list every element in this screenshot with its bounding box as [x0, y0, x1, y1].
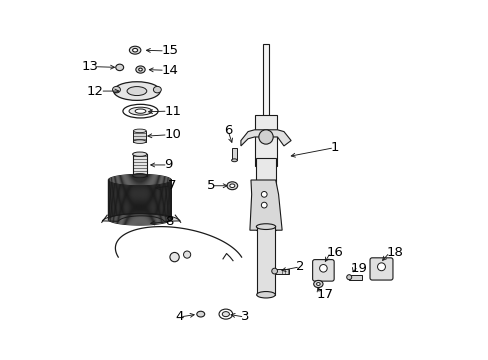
Polygon shape: [249, 180, 282, 230]
Ellipse shape: [132, 174, 147, 178]
Ellipse shape: [129, 46, 141, 54]
Bar: [274, 269, 288, 274]
Ellipse shape: [346, 275, 351, 280]
Bar: [263, 44, 268, 123]
Text: 8: 8: [164, 215, 173, 228]
Bar: [132, 154, 147, 176]
Ellipse shape: [136, 66, 145, 73]
Text: 11: 11: [164, 105, 181, 118]
Text: 16: 16: [326, 246, 343, 259]
Ellipse shape: [135, 109, 145, 113]
Bar: [348, 275, 362, 280]
Text: 17: 17: [316, 288, 332, 301]
Circle shape: [258, 130, 273, 144]
Polygon shape: [102, 213, 180, 221]
Circle shape: [261, 192, 266, 197]
Text: 14: 14: [161, 64, 178, 77]
Text: 12: 12: [87, 85, 104, 98]
Circle shape: [183, 251, 190, 258]
Polygon shape: [241, 130, 290, 146]
Ellipse shape: [116, 64, 123, 71]
Bar: [254, 116, 276, 166]
Polygon shape: [231, 148, 237, 160]
Ellipse shape: [113, 82, 160, 100]
Text: 10: 10: [164, 128, 181, 141]
Text: 2: 2: [296, 260, 305, 273]
Ellipse shape: [256, 292, 275, 298]
Text: 4: 4: [175, 310, 183, 324]
Ellipse shape: [133, 129, 146, 133]
Text: 9: 9: [164, 158, 172, 171]
Circle shape: [319, 265, 326, 272]
Ellipse shape: [226, 182, 237, 190]
Bar: [256, 158, 275, 230]
Ellipse shape: [196, 311, 204, 317]
Ellipse shape: [132, 152, 147, 156]
FancyBboxPatch shape: [312, 260, 333, 281]
Ellipse shape: [127, 87, 146, 95]
Ellipse shape: [129, 107, 152, 115]
Text: 18: 18: [386, 246, 402, 259]
Ellipse shape: [222, 312, 229, 317]
Text: 6: 6: [224, 124, 232, 137]
Ellipse shape: [139, 68, 142, 71]
Ellipse shape: [219, 309, 232, 319]
Text: 15: 15: [161, 44, 178, 57]
Ellipse shape: [256, 224, 275, 229]
Ellipse shape: [313, 280, 323, 288]
Text: 7: 7: [167, 179, 176, 192]
Ellipse shape: [229, 184, 234, 188]
Text: 3: 3: [241, 310, 249, 324]
Ellipse shape: [316, 283, 320, 285]
Ellipse shape: [271, 268, 277, 274]
Bar: [256, 226, 275, 295]
FancyBboxPatch shape: [369, 258, 392, 280]
Text: 1: 1: [330, 141, 338, 154]
Ellipse shape: [231, 159, 237, 162]
Bar: [133, 131, 146, 141]
Ellipse shape: [122, 104, 158, 118]
Text: 19: 19: [350, 262, 367, 275]
Ellipse shape: [153, 86, 161, 93]
Ellipse shape: [133, 140, 146, 143]
Ellipse shape: [112, 86, 120, 93]
Ellipse shape: [132, 48, 137, 52]
Text: 5: 5: [206, 179, 215, 192]
Circle shape: [261, 202, 266, 208]
Circle shape: [169, 252, 179, 262]
Circle shape: [377, 263, 385, 271]
Text: 13: 13: [81, 60, 98, 73]
